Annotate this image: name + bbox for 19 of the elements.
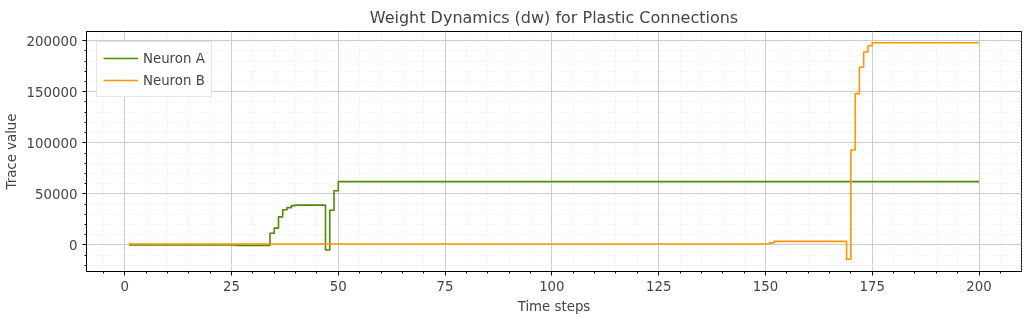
x-tick-label: 200 (966, 278, 992, 294)
x-tick-label: 175 (859, 278, 885, 294)
x-tick-label: 75 (436, 278, 454, 294)
y-axis-title: Trace value (3, 113, 19, 191)
x-tick-label: 150 (752, 278, 779, 294)
y-tick-label: 150000 (26, 84, 78, 100)
x-tick-label: 125 (645, 278, 672, 294)
x-tick-label: 50 (329, 278, 347, 294)
y-tick-label: 100000 (26, 135, 78, 151)
legend-label: Neuron A (143, 50, 205, 66)
x-axis-title: Time steps (516, 298, 591, 314)
y-tick-label: 50000 (35, 186, 78, 202)
x-tick-label: 0 (120, 278, 129, 294)
y-tick-label: 0 (69, 237, 78, 253)
x-tick-label: 25 (223, 278, 240, 294)
chart-title: Weight Dynamics (dw) for Plastic Connections (369, 7, 739, 27)
legend-label: Neuron B (143, 72, 205, 88)
x-tick-label: 100 (539, 278, 565, 294)
y-tick-label: 200000 (26, 33, 78, 49)
